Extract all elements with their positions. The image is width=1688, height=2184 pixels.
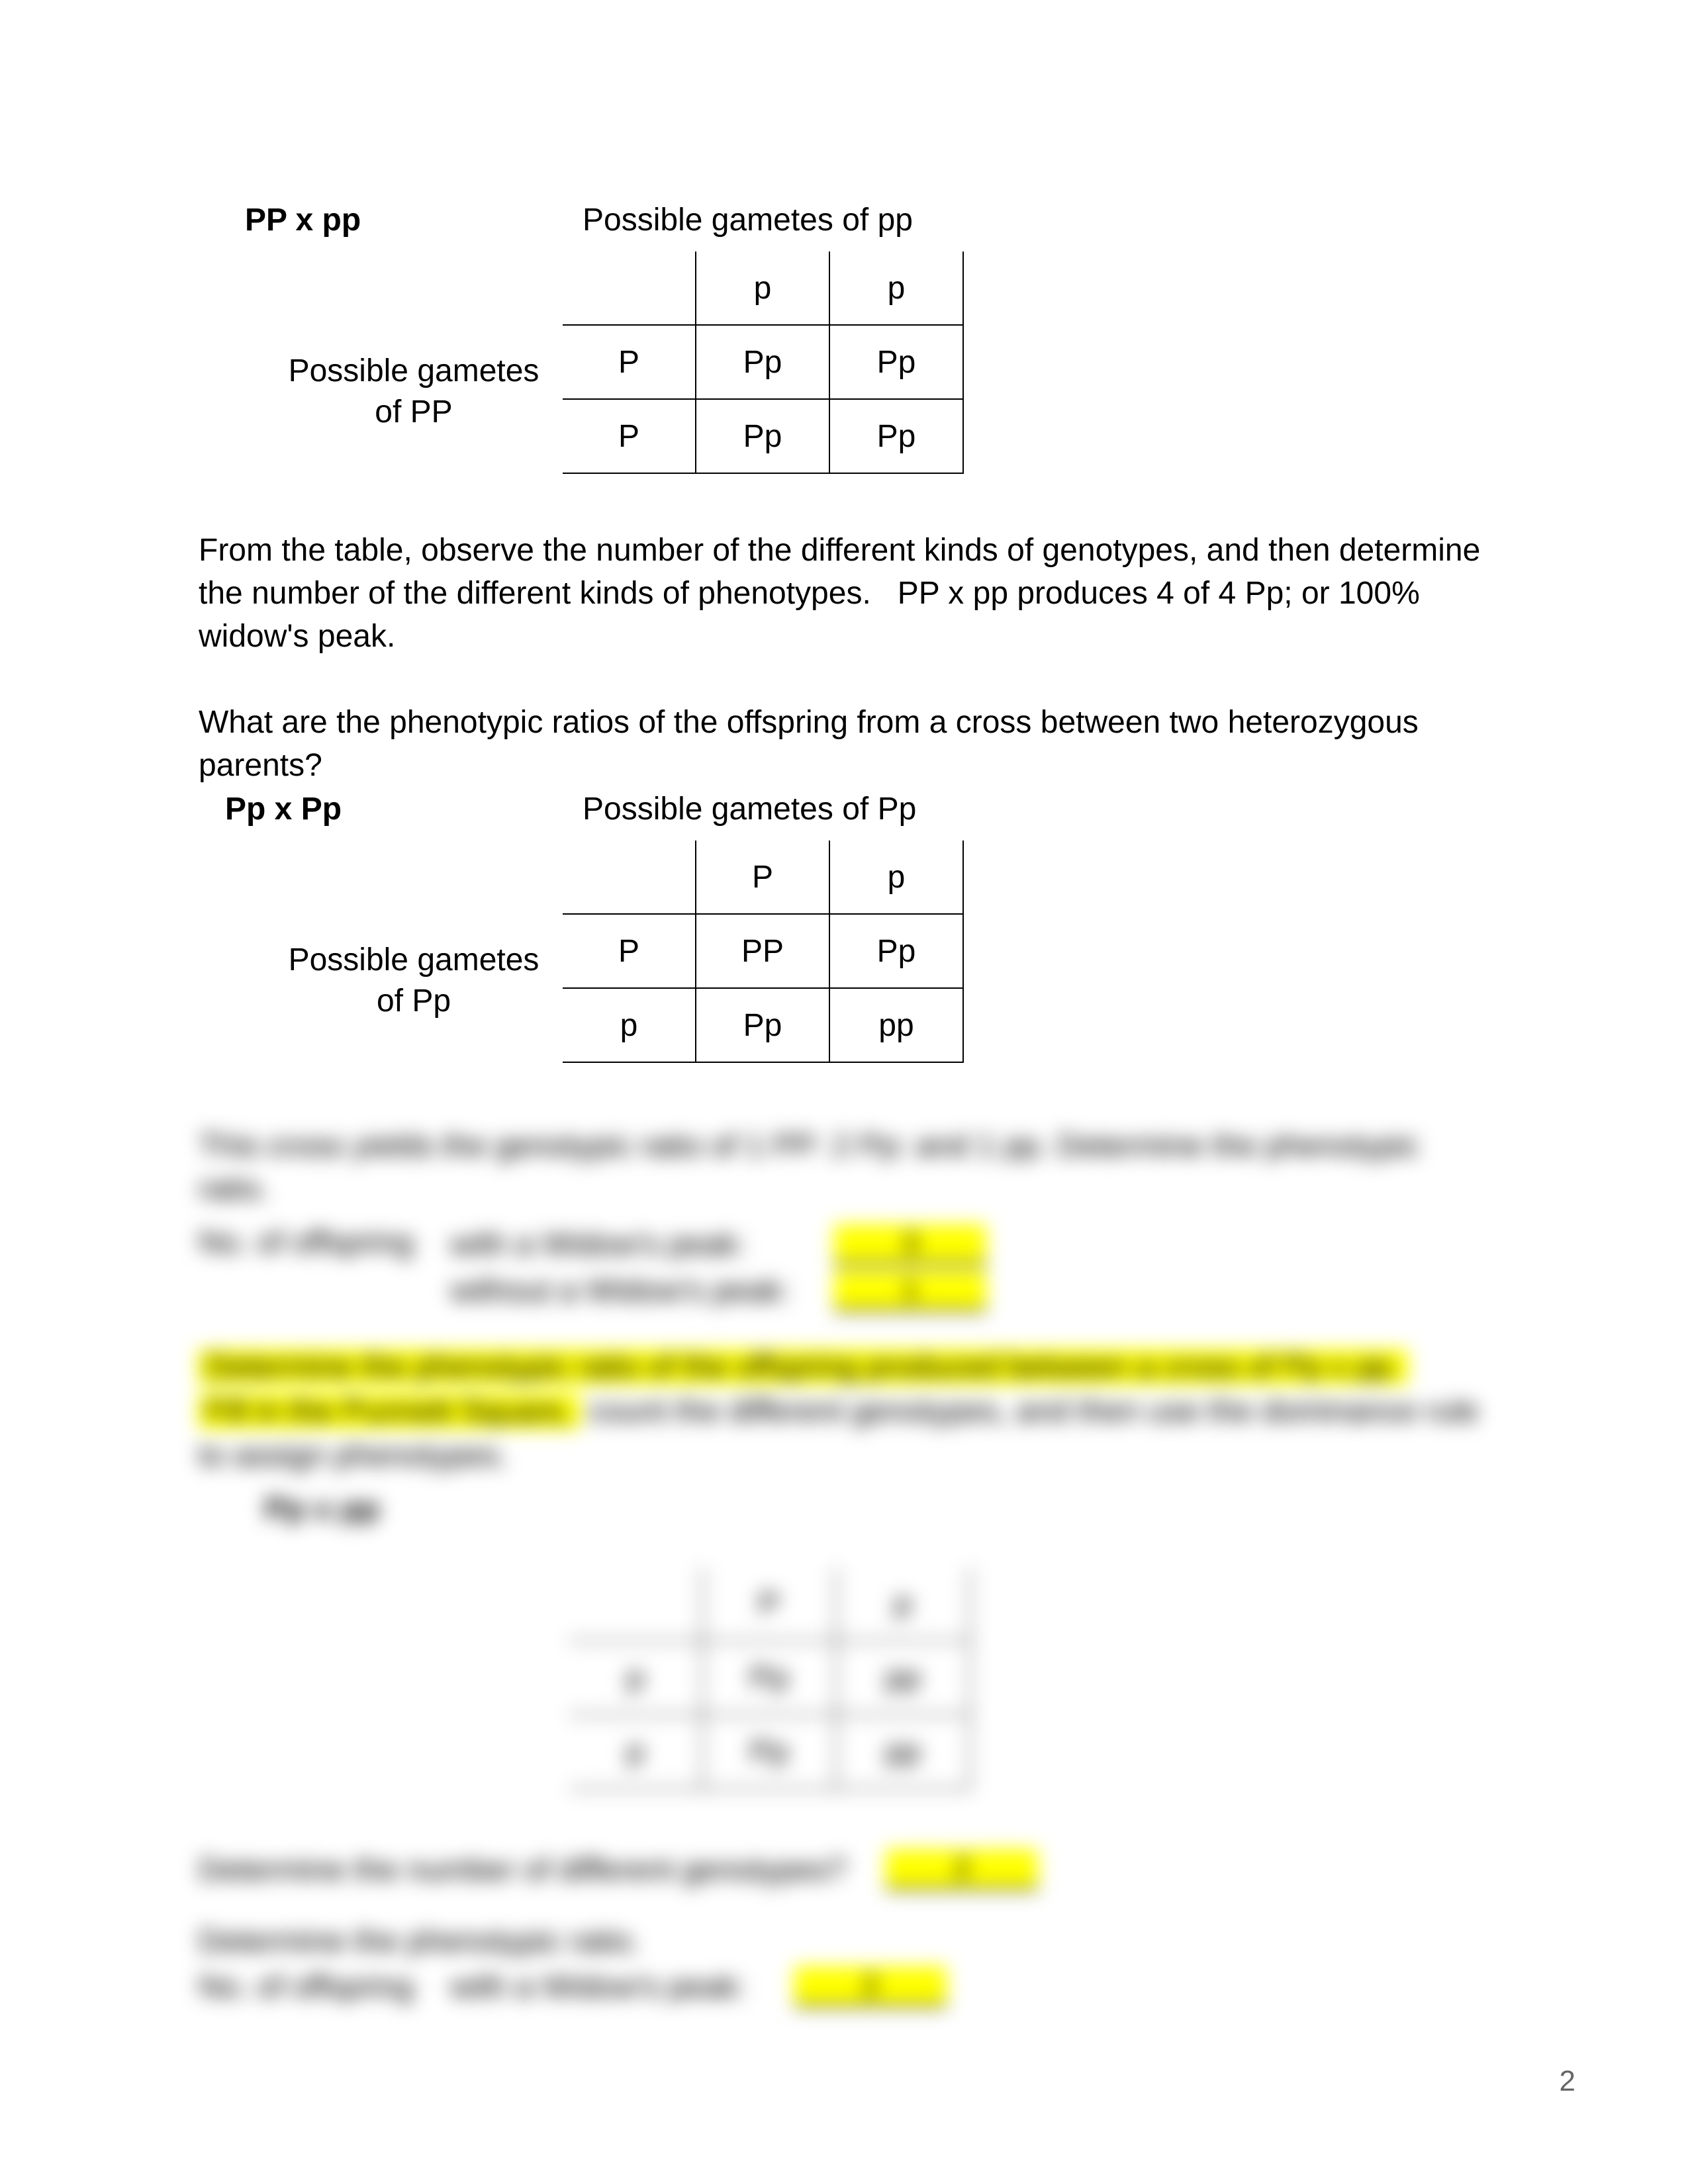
offspring-label: No. of offspring bbox=[199, 1224, 450, 1312]
row-header: p bbox=[569, 1641, 702, 1715]
page: PP x pp Possible gametes of pp Possible … bbox=[0, 0, 1688, 2184]
blank-cell bbox=[569, 1567, 702, 1641]
row-header: p bbox=[563, 988, 696, 1062]
cell: Pp bbox=[696, 988, 829, 1062]
cross2-title: Pp x Pp bbox=[225, 791, 342, 827]
blank-cell bbox=[563, 251, 696, 325]
question-2: Determine the number of different genoty… bbox=[199, 1849, 1489, 1890]
cross2-top-caption: Possible gametes of Pp bbox=[583, 791, 916, 827]
question-3b: No. of offspring with a Widow's peak: 2 bbox=[199, 1966, 1489, 2007]
cross1-side-caption: Possible gametesof PP bbox=[271, 351, 556, 433]
row-header: P bbox=[563, 399, 696, 473]
col-header: p bbox=[829, 251, 963, 325]
row-header: P bbox=[563, 914, 696, 988]
cell: Pp bbox=[829, 399, 963, 473]
cell: Pp bbox=[829, 325, 963, 399]
cell: Pp bbox=[702, 1641, 836, 1715]
col-header: p bbox=[829, 841, 963, 914]
blurred-section: This cross yields the genotypic ratio of… bbox=[199, 1125, 1489, 2007]
cell: Pp bbox=[829, 914, 963, 988]
page-number: 2 bbox=[1560, 2065, 1575, 2098]
paragraph-2: What are the phenotypic ratios of the of… bbox=[199, 702, 1489, 788]
with-label: with a Widow's peak: bbox=[450, 1226, 794, 1263]
cross1-title: PP x pp bbox=[245, 202, 361, 238]
cross2-punnett: P p P PP Pp p Pp pp bbox=[563, 841, 964, 1063]
cell: PP bbox=[696, 914, 829, 988]
col-header: P bbox=[696, 841, 829, 914]
cell: Pp bbox=[696, 325, 829, 399]
cell: pp bbox=[836, 1715, 970, 1789]
cross3-title: Pp x pp bbox=[265, 1491, 1489, 1527]
answer-box: 1 bbox=[834, 1271, 986, 1312]
col-header: P bbox=[702, 1567, 836, 1641]
cell: pp bbox=[836, 1641, 970, 1715]
row-header: p bbox=[569, 1715, 702, 1789]
answer-box: 2 bbox=[794, 1966, 947, 2007]
blank-cell bbox=[563, 841, 696, 914]
question-block: Determine the phenotypic ratio of the of… bbox=[199, 1345, 1489, 1479]
highlight-text: Fill in the Punnett Square, bbox=[199, 1394, 580, 1429]
answer-box: 3 bbox=[834, 1224, 986, 1265]
cell: pp bbox=[829, 988, 963, 1062]
answer-box: 2 bbox=[886, 1849, 1038, 1890]
cell: Pp bbox=[702, 1715, 836, 1789]
blurred-line1: This cross yields the genotypic ratio of… bbox=[199, 1125, 1489, 1211]
cross1-punnett: p p P Pp Pp P Pp Pp bbox=[563, 251, 964, 474]
cross1-top-caption: Possible gametes of pp bbox=[583, 202, 913, 238]
cross3-punnett: P p p Pp pp p Pp pp bbox=[569, 1567, 970, 1790]
without-label: without a Widow's peak: bbox=[450, 1273, 794, 1309]
cell: Pp bbox=[696, 399, 829, 473]
highlight-text: Determine the phenotypic ratio of the of… bbox=[199, 1349, 1408, 1385]
paragraph-1: From the table, observe the number of th… bbox=[199, 529, 1489, 658]
col-header: p bbox=[836, 1567, 970, 1641]
row-header: P bbox=[563, 325, 696, 399]
col-header: p bbox=[696, 251, 829, 325]
cross2-side-caption: Possible gametesof Pp bbox=[271, 940, 556, 1023]
question-3a: Determine the phenotypic ratio. bbox=[199, 1923, 1489, 1960]
